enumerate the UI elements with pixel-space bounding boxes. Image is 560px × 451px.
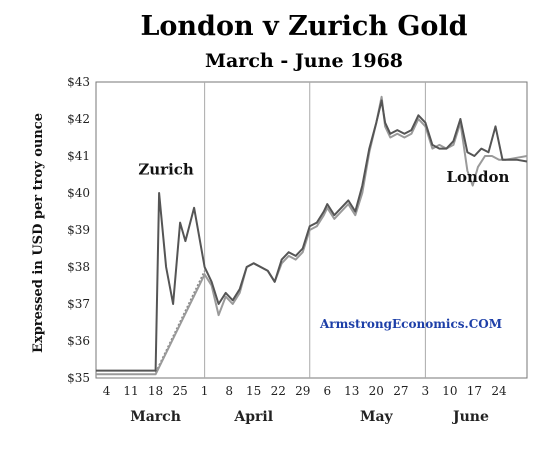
y-tick-label: $38 (67, 260, 90, 274)
y-axis-label: Expressed in USD per troy ounce (31, 113, 46, 353)
y-tick-label: $39 (67, 223, 90, 237)
month-label: March (130, 409, 181, 425)
x-tick-label: 4 (103, 384, 111, 398)
x-tick-label: 6 (323, 384, 331, 398)
annotation-zurich: Zurich (138, 161, 194, 179)
x-tick-label: 20 (369, 384, 384, 398)
x-tick-label: 1 (201, 384, 209, 398)
vertical-marker-lines (204, 82, 426, 378)
y-tick-label: $43 (67, 75, 90, 89)
x-tick-label: 8 (225, 384, 233, 398)
x-tick-label: 22 (271, 384, 286, 398)
x-tick-label: 27 (393, 384, 408, 398)
chart-subtitle: March - June 1968 (205, 50, 403, 72)
month-label: April (233, 409, 273, 425)
y-tick-label: $41 (67, 149, 90, 163)
annotation-london: London (447, 168, 510, 186)
series-lines (96, 95, 528, 376)
x-tick-label: 3 (422, 384, 430, 398)
month-label: May (360, 409, 394, 425)
x-tick-label: 11 (123, 384, 138, 398)
y-tick-label: $40 (67, 186, 90, 200)
x-tick-label: 18 (148, 384, 163, 398)
x-tick-label: 15 (246, 384, 261, 398)
annotations: Zurich London (138, 161, 509, 186)
x-tick-label: 25 (172, 384, 187, 398)
chart-title: London v Zurich Gold (140, 11, 467, 42)
y-tick-labels: $35 $36 $37 $38 $39 $40 $41 $42 $43 (67, 75, 90, 385)
x-tick-label: 17 (467, 384, 482, 398)
plot-area (95, 81, 528, 379)
y-tick-label: $35 (67, 371, 90, 385)
month-labels: March April May June (130, 409, 489, 425)
x-tick-label: 24 (491, 384, 507, 398)
series-line-london (96, 95, 528, 376)
x-tick-label: 13 (344, 384, 359, 398)
x-tick-label: 10 (442, 384, 457, 398)
x-tick-label: 29 (295, 384, 310, 398)
dashed-connector-line (154, 270, 206, 373)
y-tick-label: $36 (67, 334, 90, 348)
month-label: June (451, 409, 489, 425)
y-tick-label: $37 (67, 297, 90, 311)
series-line-zurich (96, 99, 528, 372)
y-tick-label: $42 (67, 112, 90, 126)
watermark-text: ArmstrongEconomics.COM (319, 317, 502, 331)
x-tick-labels: 4 11 18 25 1 8 15 22 29 6 13 20 27 3 10 17 24 (103, 384, 507, 398)
